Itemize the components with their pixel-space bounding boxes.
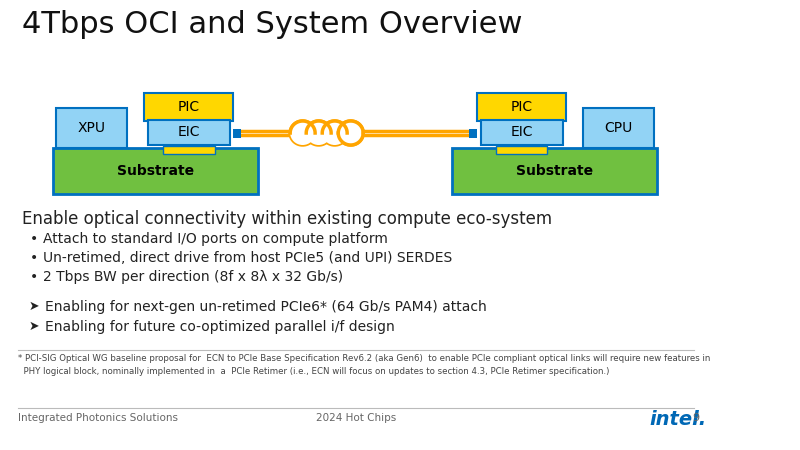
Bar: [234, 129, 242, 138]
Text: Substrate: Substrate: [118, 164, 194, 178]
Text: Enabling for next-gen un-retimed PCIe6* (64 Gb/s PAM4) attach: Enabling for next-gen un-retimed PCIe6* …: [45, 300, 486, 314]
Text: PIC: PIC: [510, 100, 533, 114]
Bar: [481, 120, 562, 145]
Text: CPU: CPU: [605, 121, 633, 135]
Text: intel.: intel.: [650, 410, 707, 429]
Ellipse shape: [306, 121, 331, 145]
Text: ➤: ➤: [29, 320, 39, 333]
Bar: [163, 146, 214, 154]
Text: * PCI-SIG Optical WG baseline proposal for  ECN to PCIe Base Specification Rev6.: * PCI-SIG Optical WG baseline proposal f…: [18, 354, 710, 375]
Text: 4Tbps OCI and System Overview: 4Tbps OCI and System Overview: [22, 10, 522, 39]
Text: 9: 9: [693, 413, 700, 423]
Bar: [496, 146, 547, 154]
Bar: [477, 93, 566, 121]
Text: 2024 Hot Chips: 2024 Hot Chips: [316, 413, 396, 423]
Bar: [469, 129, 477, 138]
Text: Enabling for future co-optimized parallel i/f design: Enabling for future co-optimized paralle…: [45, 320, 394, 334]
Text: Enable optical connectivity within existing compute eco-system: Enable optical connectivity within exist…: [22, 210, 552, 228]
Text: Un-retimed, direct drive from host PCIe5 (and UPI) SERDES: Un-retimed, direct drive from host PCIe5…: [42, 251, 452, 265]
Ellipse shape: [322, 121, 347, 145]
Text: •: •: [30, 270, 38, 284]
Ellipse shape: [290, 121, 315, 145]
Ellipse shape: [338, 121, 363, 145]
Text: EIC: EIC: [178, 126, 200, 140]
Text: XPU: XPU: [78, 121, 106, 135]
Text: Attach to standard I/O ports on compute platform: Attach to standard I/O ports on compute …: [42, 232, 388, 246]
Bar: [583, 108, 654, 148]
Text: •: •: [30, 251, 38, 265]
Text: 2 Tbps BW per direction (8f x 8λ x 32 Gb/s): 2 Tbps BW per direction (8f x 8λ x 32 Gb…: [42, 270, 343, 284]
Bar: [56, 108, 127, 148]
Text: PIC: PIC: [178, 100, 200, 114]
Text: •: •: [30, 232, 38, 246]
Text: ➤: ➤: [29, 300, 39, 313]
Bar: [148, 120, 230, 145]
Text: EIC: EIC: [510, 126, 533, 140]
Bar: [54, 148, 258, 194]
Text: Integrated Photonics Solutions: Integrated Photonics Solutions: [18, 413, 178, 423]
Bar: [452, 148, 657, 194]
Bar: [144, 93, 234, 121]
Text: Substrate: Substrate: [516, 164, 593, 178]
